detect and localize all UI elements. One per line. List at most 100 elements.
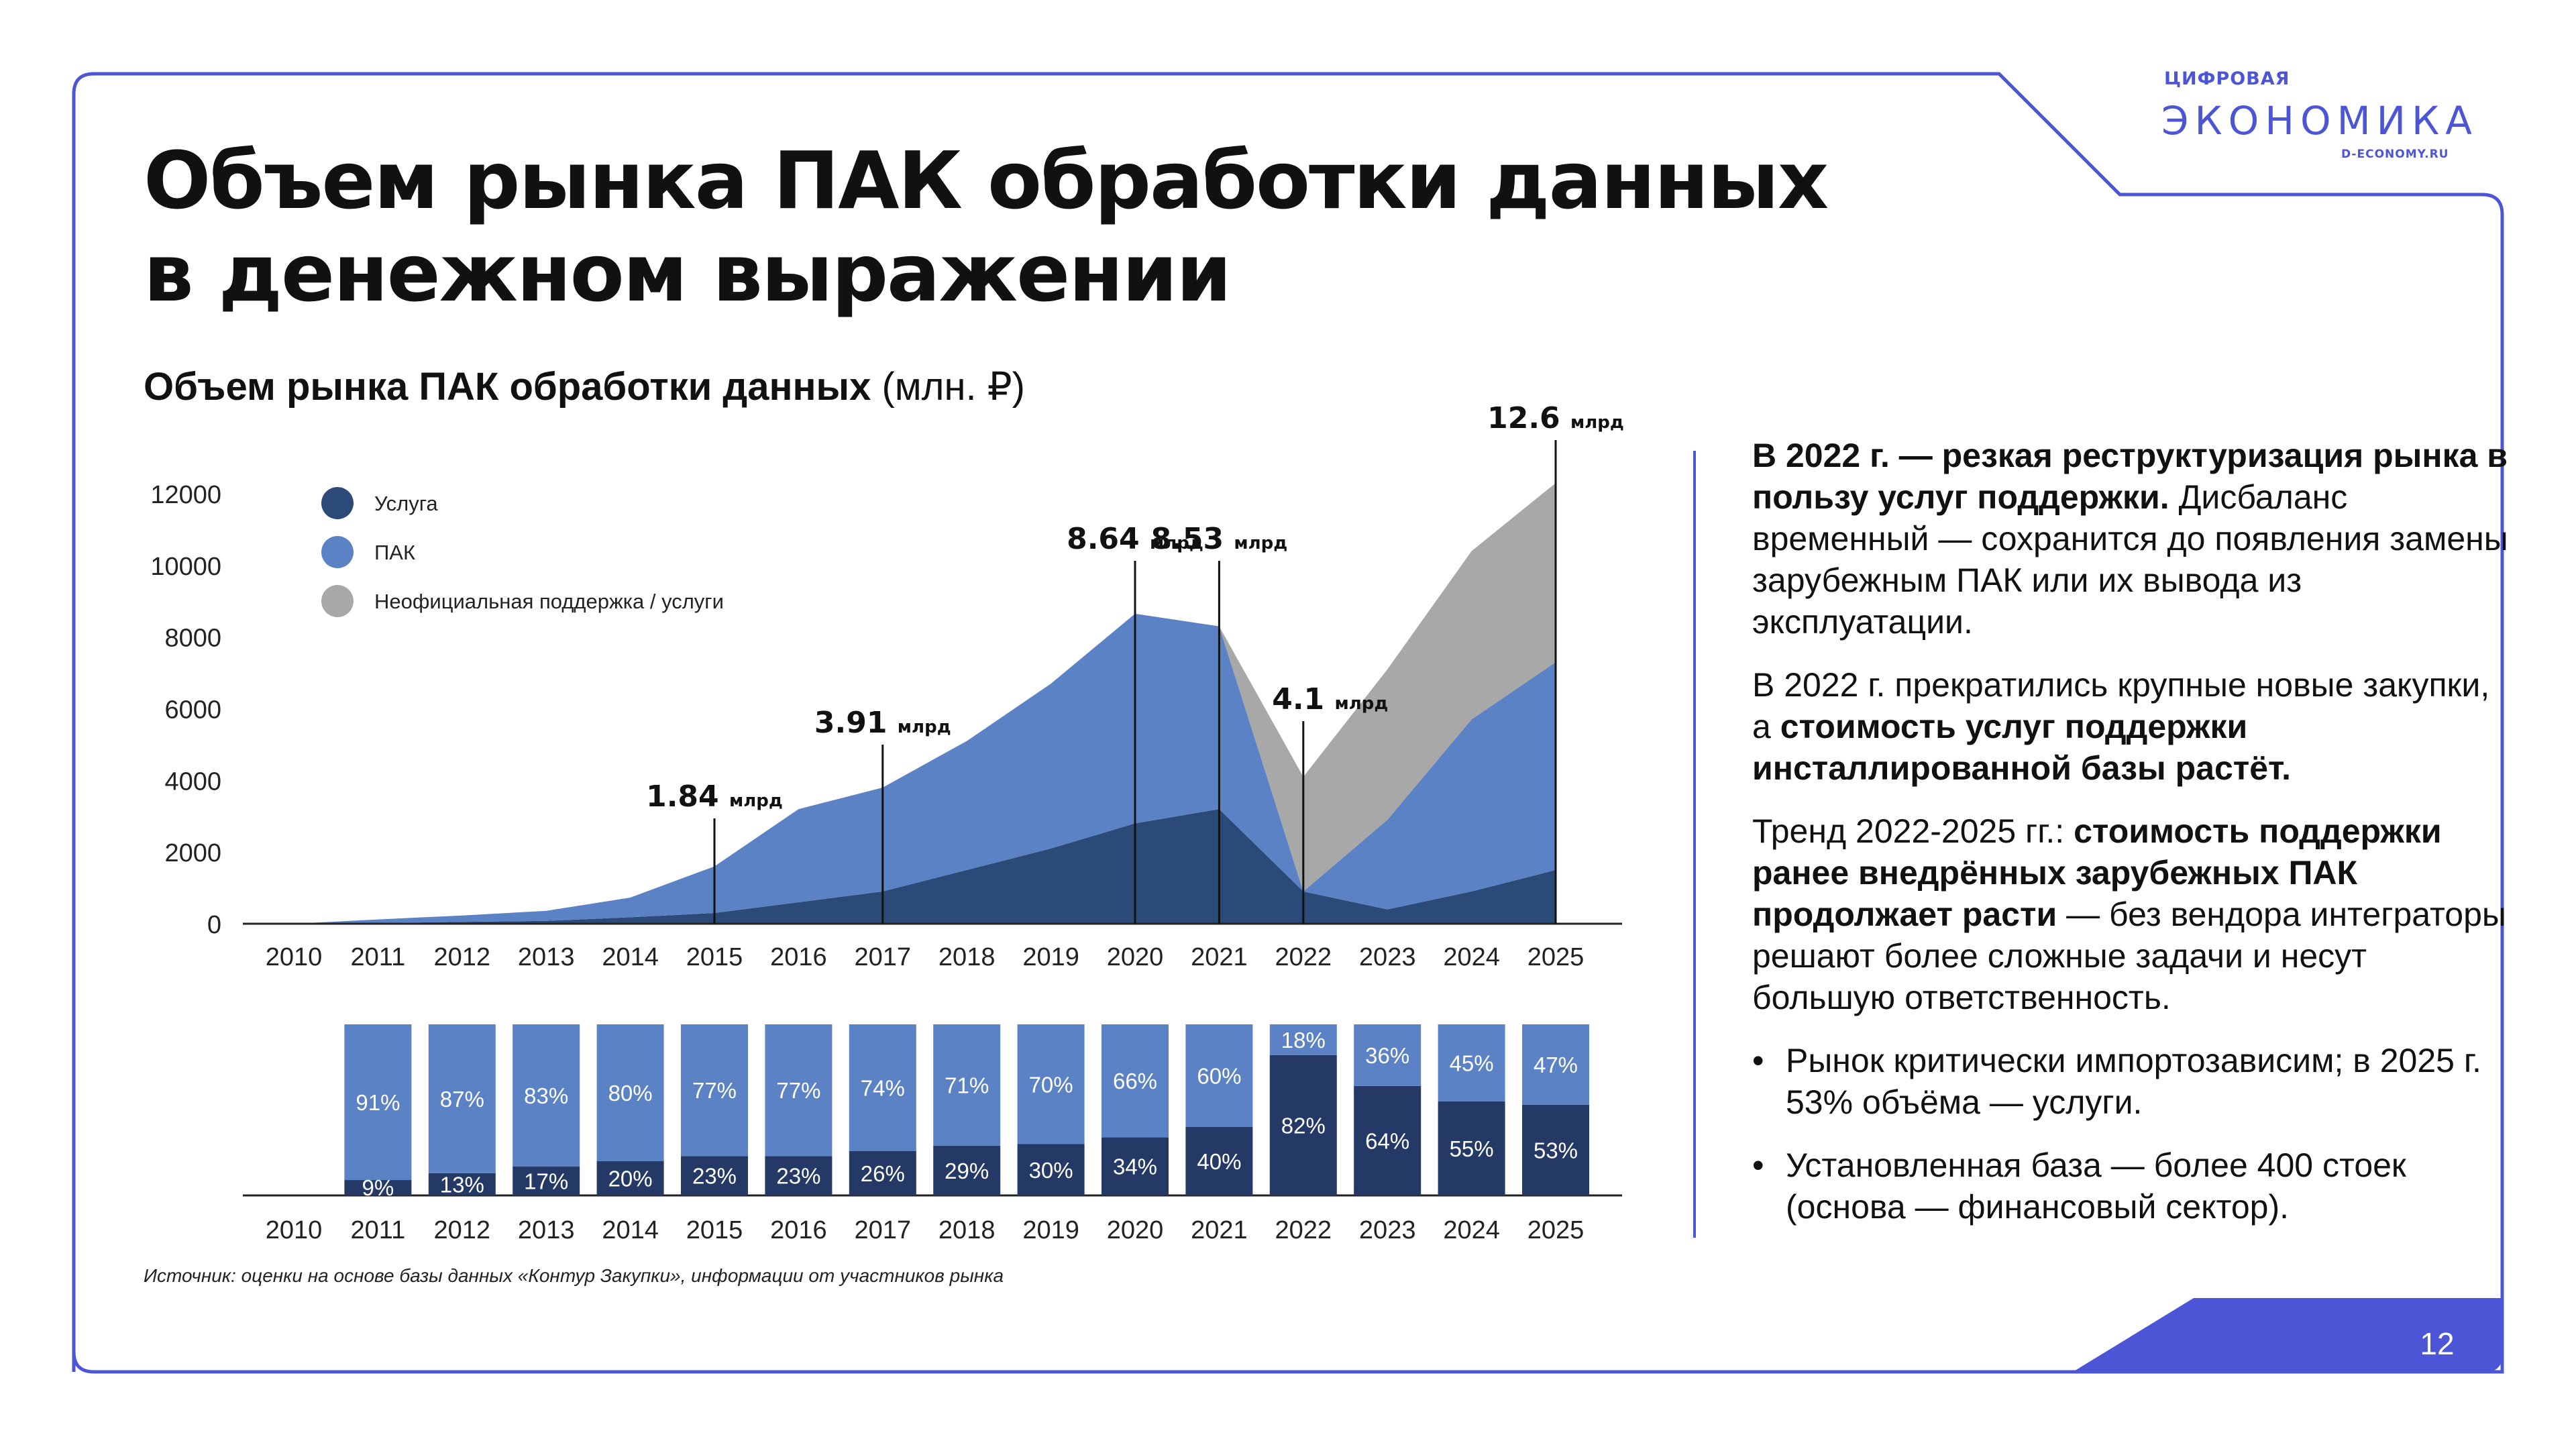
bar-pak-label: 80% [608, 1081, 653, 1106]
bar-pak [1102, 1024, 1169, 1138]
commentary-p3-rest: — без вендора интеграторы решают более с… [1752, 896, 2506, 1016]
bar-pak [1438, 1024, 1505, 1102]
bar-x-tick-label: 2019 [1022, 1216, 1079, 1244]
annotation-label: 8.53 млрд [1151, 522, 1288, 556]
annotation-unit: млрд [1570, 413, 1624, 433]
bar-service [765, 1156, 833, 1195]
annotation-value: 8.53 [1151, 522, 1234, 556]
bar-pak [596, 1024, 664, 1161]
chart-title-unit: (млн. ₽) [881, 365, 1025, 409]
bar-service [1269, 1055, 1337, 1195]
bar-pak [428, 1024, 496, 1173]
bar-pak [681, 1024, 748, 1157]
commentary-p1-bold: В 2022 г. — резкая реструктуризация рынк… [1752, 437, 2508, 516]
bar-service [596, 1161, 664, 1195]
bar-service [1185, 1127, 1253, 1195]
x-tick-label: 2019 [1022, 943, 1079, 971]
y-tick-label: 6000 [164, 696, 221, 724]
annotation-label: 12.6 млрд [1487, 401, 1624, 435]
bar-pak-label: 83% [524, 1083, 568, 1108]
x-tick-label: 2020 [1107, 943, 1164, 971]
bar-x-tick-label: 2020 [1107, 1216, 1164, 1244]
bar-x-tick-label: 2023 [1359, 1216, 1416, 1244]
y-tick-label: 12000 [150, 481, 221, 509]
y-tick-label: 8000 [164, 625, 221, 653]
bar-service-label: 53% [1534, 1138, 1578, 1163]
bar-pak-label: 77% [776, 1078, 820, 1103]
chart-title: Объем рынка ПАК обработки данных (млн. ₽… [144, 364, 1025, 409]
bar-service [681, 1156, 748, 1195]
bar-service-label: 23% [776, 1164, 820, 1189]
commentary-p3-bold: стоимость поддержки ранее внедрённых зар… [1752, 812, 2442, 933]
bar-pak-label: 45% [1450, 1051, 1494, 1075]
y-tick-label: 4000 [164, 767, 221, 796]
bar-x-tick-label: 2014 [602, 1216, 659, 1244]
bar-service-label: 29% [945, 1159, 989, 1183]
commentary-bullet: Рынок критически импортозависим; в 2025 … [1752, 1040, 2517, 1123]
bar-pak-label: 70% [1029, 1072, 1073, 1097]
bar-service-label: 20% [608, 1167, 653, 1191]
x-tick-label: 2018 [938, 943, 996, 971]
annotation-value: 12.6 [1487, 401, 1570, 435]
x-tick-label: 2025 [1527, 943, 1585, 971]
commentary-bullet: Установленная база — более 400 стоек (ос… [1752, 1144, 2517, 1228]
x-tick-label: 2016 [770, 943, 827, 971]
x-tick-label: 2011 [351, 943, 406, 971]
bar-x-tick-label: 2012 [434, 1216, 491, 1244]
bar-x-tick-label: 2015 [686, 1216, 743, 1244]
commentary-p2: В 2022 г. прекратились крупные новые зак… [1752, 664, 2517, 789]
bar-service-label: 26% [861, 1161, 905, 1186]
legend-marker [321, 536, 354, 568]
annotation-unit: млрд [729, 791, 783, 811]
bar-service [1522, 1104, 1589, 1195]
x-tick-label: 2013 [518, 943, 575, 971]
annotation-label: 3.91 млрд [814, 706, 951, 740]
commentary-p2-bold: стоимость услуг поддержки инсталлированн… [1752, 708, 2292, 787]
bar-x-tick-label: 2021 [1191, 1216, 1248, 1244]
x-tick-label: 2015 [686, 943, 743, 971]
bar-pak [513, 1024, 580, 1167]
x-tick-label: 2021 [1191, 943, 1248, 971]
x-tick-label: 2017 [855, 943, 912, 971]
annotation-value: 8.64 [1067, 522, 1150, 556]
title-line-1: Объем рынка ПАК обработки данных [144, 134, 1829, 227]
bar-pak [933, 1024, 1001, 1146]
commentary-p3: Тренд 2022-2025 гг.: стоимость поддержки… [1752, 810, 2517, 1018]
bar-x-tick-label: 2011 [351, 1216, 406, 1244]
bar-x-tick-label: 2022 [1275, 1216, 1332, 1244]
bar-pak-label: 66% [1113, 1069, 1157, 1093]
y-tick-label: 10000 [150, 553, 221, 581]
bar-x-tick-label: 2013 [518, 1216, 575, 1244]
annotation-unit: млрд [1334, 694, 1388, 714]
commentary-p1: В 2022 г. — резкая реструктуризация рынк… [1752, 435, 2517, 643]
commentary-p2-text: В 2022 г. прекратились крупные новые зак… [1752, 666, 2490, 745]
bar-service [1017, 1144, 1085, 1195]
bar-pak [1185, 1024, 1253, 1127]
source-note: Источник: оценки на основе базы данных «… [144, 1265, 1004, 1286]
bar-service-label: 17% [524, 1169, 568, 1193]
bar-x-tick-label: 2024 [1443, 1216, 1500, 1244]
frame-outline [72, 72, 2504, 1374]
bar-pak-label: 74% [861, 1075, 905, 1100]
bar-pak-label: 60% [1197, 1064, 1241, 1089]
bar-pak-label: 47% [1534, 1053, 1578, 1077]
bar-service-label: 9% [362, 1175, 394, 1200]
bar-pak [1354, 1024, 1421, 1086]
bar-service-label: 82% [1281, 1113, 1326, 1138]
annotation-label: 1.84 млрд [646, 780, 783, 814]
bar-service-label: 40% [1197, 1149, 1241, 1174]
bar-x-tick-label: 2017 [855, 1216, 912, 1244]
area-series-1 [294, 613, 1556, 924]
bar-pak [765, 1024, 833, 1157]
bar-pak [344, 1024, 412, 1181]
bar-pak-label: 36% [1365, 1043, 1409, 1068]
bar-pak-label: 18% [1281, 1028, 1326, 1053]
bar-service [933, 1146, 1001, 1195]
x-tick-label: 2022 [1275, 943, 1332, 971]
bar-service [428, 1173, 496, 1195]
annotation-unit: млрд [898, 717, 951, 737]
legend-marker [321, 585, 354, 617]
annotation-label: 8.64 млрд [1067, 522, 1203, 556]
